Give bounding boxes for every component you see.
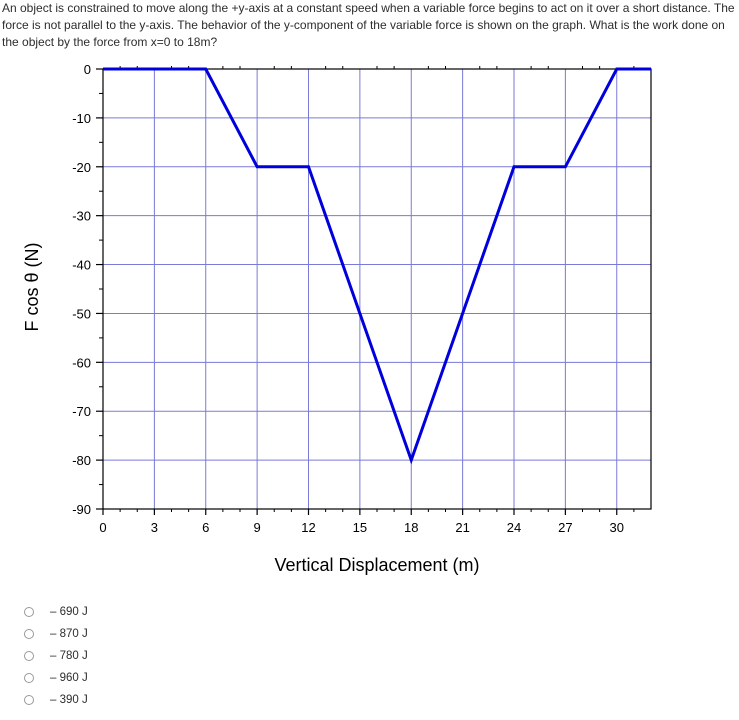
option-label: – 960 J [50, 672, 88, 684]
option-3[interactable]: – 780 J [24, 650, 88, 662]
y-tick-label: -40 [72, 258, 91, 273]
option-label: – 780 J [50, 650, 88, 662]
x-tick-label: 24 [507, 520, 521, 535]
x-tick-label: 9 [254, 520, 261, 535]
plot-frame [102, 68, 652, 510]
option-2[interactable]: – 870 J [24, 628, 88, 640]
x-tick-label: 12 [301, 520, 315, 535]
y-tick-label: -90 [72, 502, 91, 517]
y-tick-label: -50 [72, 306, 91, 321]
question-text: An object is constrained to move along t… [2, 1, 735, 49]
radio-button[interactable] [24, 695, 34, 705]
x-tick-label: 30 [610, 520, 624, 535]
option-4[interactable]: – 960 J [24, 672, 88, 684]
work-graph: 0 3 6 9 12 15 18 21 24 27 30 0 -10 -20 -30 -40 -50 -60 -70… [22, 62, 652, 575]
radio-button[interactable] [24, 629, 34, 639]
x-tick-label: 6 [202, 520, 209, 535]
x-tick-label: 3 [151, 520, 158, 535]
x-tick-label: 0 [99, 520, 106, 535]
x-tick-label: 18 [404, 520, 418, 535]
y-tick-label: -60 [72, 355, 91, 370]
x-tick-label: 15 [353, 520, 367, 535]
y-tick-label: -80 [72, 453, 91, 468]
x-axis-label: Vertical Displacement (m) [274, 555, 479, 575]
radio-button[interactable] [24, 651, 34, 661]
x-tick-label: 21 [455, 520, 469, 535]
option-label: – 690 J [50, 606, 88, 618]
option-label: – 870 J [50, 628, 88, 640]
radio-button[interactable] [24, 607, 34, 617]
y-axis-label: F cos θ (N) [22, 242, 42, 331]
option-1[interactable]: – 690 J [24, 606, 88, 618]
y-tick-label: -20 [72, 160, 91, 175]
option-5[interactable]: – 390 J [24, 694, 88, 706]
option-label: – 390 J [50, 694, 88, 706]
y-tick-label: -30 [72, 209, 91, 224]
radio-button[interactable] [24, 673, 34, 683]
y-tick-label: 0 [84, 62, 91, 77]
x-tick-label: 27 [558, 520, 572, 535]
y-tick-label: -10 [72, 111, 91, 126]
force-series-line [103, 67, 651, 465]
y-tick-label: -70 [72, 404, 91, 419]
